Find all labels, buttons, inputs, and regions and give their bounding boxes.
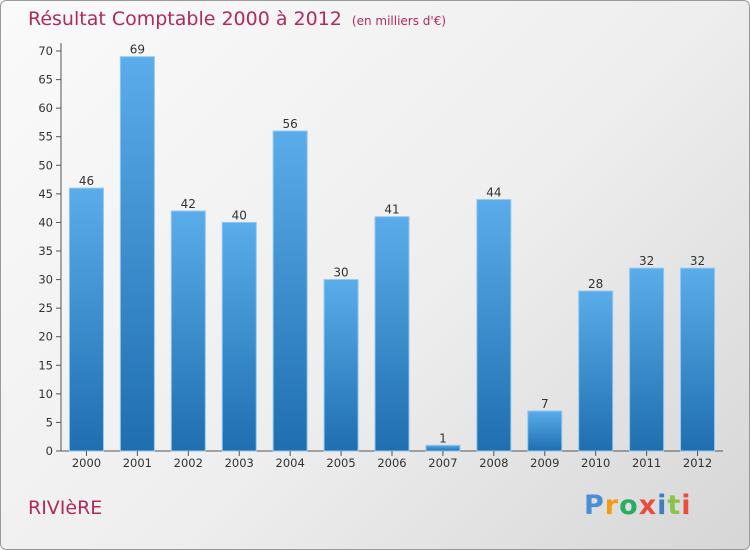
bar-value-label: 56 [283, 117, 298, 131]
x-tick-label: 2012 [683, 456, 712, 470]
y-tick-label: 15 [38, 358, 53, 372]
x-tick-label: 2000 [72, 456, 101, 470]
y-tick-label: 5 [46, 415, 53, 429]
logo-letter: x [638, 490, 658, 521]
bar [272, 130, 308, 452]
commune-name: RIVIèRE [28, 497, 103, 519]
chart-unit: (en milliers d'€) [351, 14, 447, 28]
y-tick-label: 35 [38, 244, 53, 258]
x-tick-label: 2011 [632, 456, 661, 470]
bar [170, 210, 206, 452]
x-tick-label: 2002 [174, 456, 203, 470]
x-tick-label: 2006 [377, 456, 406, 470]
bar-value-label: 32 [639, 254, 654, 268]
x-tick-label: 2007 [428, 456, 457, 470]
y-tick-label: 65 [38, 73, 53, 87]
y-tick-label: 20 [38, 330, 53, 344]
logo-letter: i [657, 490, 668, 521]
bar-value-label: 30 [333, 266, 348, 280]
bar-value-label: 32 [690, 254, 705, 268]
y-tick-label: 0 [46, 444, 53, 458]
bar-value-label: 41 [384, 203, 399, 217]
bar [68, 187, 104, 452]
logo-letter: t [667, 490, 682, 521]
bar [425, 444, 461, 452]
bar [323, 279, 359, 452]
bar [119, 56, 155, 452]
logo-letter: o [619, 490, 639, 521]
y-tick-label: 70 [38, 44, 53, 58]
bar [374, 216, 410, 452]
chart-title-text: Résultat Comptable 2000 à 2012 [28, 8, 342, 30]
x-tick-label: 2005 [326, 456, 355, 470]
logo-letter: r [604, 490, 620, 521]
bar-value-label: 40 [232, 208, 247, 222]
x-tick-label: 2004 [276, 456, 305, 470]
y-tick-label: 40 [38, 215, 53, 229]
y-tick-label: 45 [38, 187, 53, 201]
proxiti-logo: Proxiti [584, 490, 692, 521]
bar [680, 267, 716, 452]
y-tick-label: 60 [38, 101, 53, 115]
x-tick-label: 2003 [225, 456, 254, 470]
bar-value-label: 42 [181, 197, 196, 211]
x-tick-label: 2009 [530, 456, 559, 470]
bar-value-label: 7 [541, 397, 549, 411]
bar [527, 410, 563, 452]
bar [476, 199, 512, 452]
y-tick-label: 10 [38, 387, 53, 401]
bar [629, 267, 665, 452]
bar-value-label: 28 [588, 277, 603, 291]
y-tick-label: 50 [38, 158, 53, 172]
y-tick-label: 25 [38, 301, 53, 315]
logo-letter: i [681, 490, 692, 521]
y-tick-label: 55 [38, 130, 53, 144]
y-tick-label: 30 [38, 273, 53, 287]
bar-value-label: 44 [486, 186, 501, 200]
logo-letter: P [584, 490, 605, 521]
bar-value-label: 1 [439, 431, 447, 445]
bar-value-label: 69 [130, 43, 145, 57]
x-tick-label: 2010 [581, 456, 610, 470]
chart-title: Résultat Comptable 2000 à 2012 (en millie… [28, 8, 446, 30]
bar [221, 221, 257, 452]
x-tick-label: 2008 [479, 456, 508, 470]
bar-value-label: 46 [79, 174, 94, 188]
x-tick-label: 2001 [123, 456, 152, 470]
bar [578, 290, 614, 452]
